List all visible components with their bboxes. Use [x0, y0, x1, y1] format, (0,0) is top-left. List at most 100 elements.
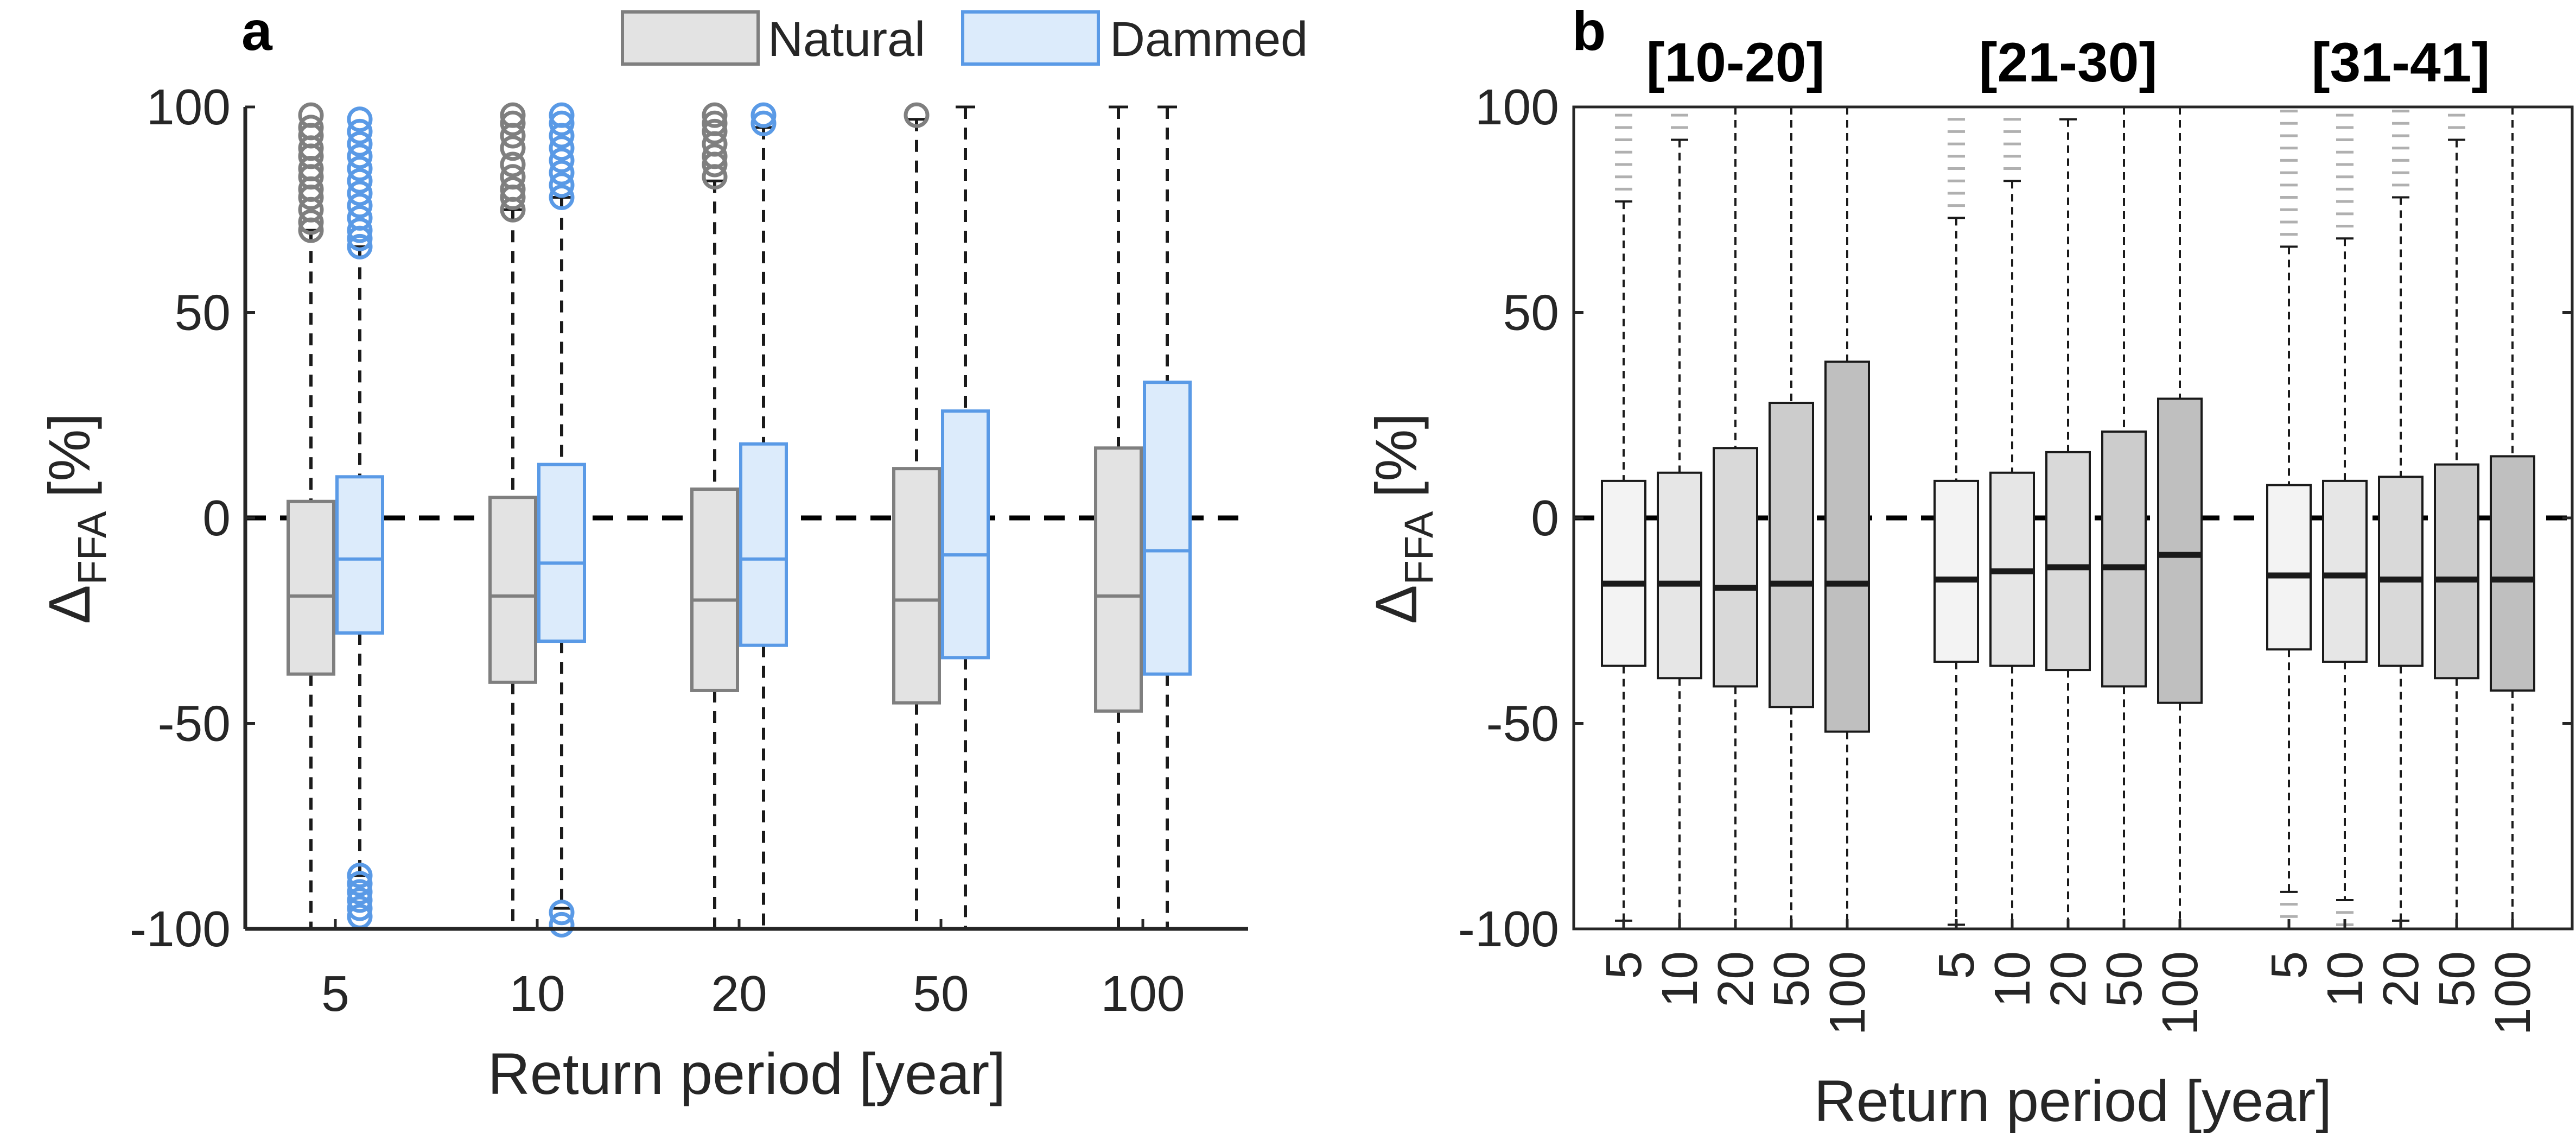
outlier-high-natural-10-3 [500, 164, 526, 190]
box-g2-50 [2434, 463, 2479, 680]
y-tick-label-a--100: -100 [130, 901, 231, 957]
y-tick-label-a-100: 100 [147, 79, 231, 135]
outlier-high-dammed-5-3 [347, 205, 373, 231]
box-g0-10 [1657, 471, 1702, 680]
x-tick-label-a-10: 10 [509, 965, 565, 1022]
outlier-high-natural-10-2 [500, 176, 526, 202]
x-tick-label-a-100: 100 [1101, 965, 1185, 1022]
outlier-high-dammed-10-3 [549, 147, 575, 173]
x-tick-label-b-g0-10: 10 [1651, 951, 1708, 1007]
x-tick-label-b-g1-5: 5 [1928, 951, 1985, 979]
box-g0-50 [1769, 402, 1814, 708]
box-g2-100 [2490, 455, 2535, 692]
x-ticks-b: 5 10 20 50 100 5 10 20 50 100 5 10 20 50 100 [1595, 919, 2541, 1035]
panel-b-letter: b [1572, 0, 1606, 62]
box-natural-100 [1094, 446, 1143, 713]
box-g2-10 [2322, 479, 2368, 663]
outlier-high-dammed-5-4 [347, 193, 373, 219]
y-axis-title-a: ΔFFA [%] [36, 413, 115, 624]
y-ticks-b: 100 50 0 -50 -100 [1458, 79, 2572, 957]
x-ticks-a: 5 10 20 50 100 [321, 919, 1185, 1022]
y-tick-label-a-50: 50 [175, 284, 231, 341]
legend-label-dammed: Dammed [1110, 12, 1308, 67]
outlier-high-natural-5-11 [298, 102, 324, 128]
y-axis-title-unit-b: [%] [1363, 413, 1429, 498]
outlier-high-dammed-10-1 [549, 172, 575, 198]
box-g1-100 [2157, 397, 2203, 704]
y-axis-title-main-b: Δ [1363, 585, 1429, 624]
outlier-high-dammed-10-0 [549, 185, 575, 211]
box-g1-50 [2101, 431, 2147, 688]
box-dammed-100 [1143, 381, 1192, 676]
outlier-low-dammed-10-0 [549, 900, 575, 926]
outlier-high-dammed-10-4 [549, 135, 575, 161]
outlier-high-natural-10-8 [500, 102, 526, 128]
outlier-high-dammed-5-8 [347, 143, 373, 169]
x-tick-label-b-g2-5: 5 [2261, 951, 2317, 979]
box-dammed-5 [335, 475, 384, 635]
panel-a-letter: a [241, 0, 273, 62]
box-g0-20 [1713, 447, 1758, 688]
y-axis-title-sub-b: FFA [1396, 511, 1441, 585]
x-axis-title-b: Return period [year] [1814, 1068, 2332, 1133]
box-dammed-10 [537, 463, 586, 643]
box-natural-10 [488, 496, 537, 684]
box-natural-5 [287, 499, 335, 676]
outlier-low-dammed-5-4 [347, 895, 373, 921]
x-tick-label-b-g0-50: 50 [1763, 951, 1820, 1007]
box-g0-5 [1601, 479, 1646, 667]
outlier-low-dammed-5-2 [347, 879, 373, 905]
x-tick-label-b-g1-20: 20 [2040, 951, 2096, 1007]
outlier-high-natural-10-4 [500, 151, 526, 178]
box-g1-20 [2045, 451, 2091, 672]
y-tick-label-b-100: 100 [1475, 79, 1559, 135]
y-axis-title-unit-a: [%] [36, 413, 102, 498]
y-ticks-a: 100 50 0 -50 -100 [130, 79, 255, 957]
outlier-high-natural-5-10 [298, 115, 324, 141]
box-g1-5 [1933, 479, 1979, 663]
outlier-high-natural-20-5 [702, 110, 728, 136]
x-tick-label-b-g2-50: 50 [2428, 951, 2485, 1007]
outlier-high-dammed-5-0 [347, 233, 373, 259]
box-natural-20 [690, 488, 739, 692]
outlier-high-dammed-10-2 [549, 160, 575, 186]
outlier-high-natural-10-5 [500, 135, 526, 161]
group-labels-b: [10-20] [21-30] [31-41] [1646, 31, 2490, 93]
x-tick-label-b-g0-20: 20 [1707, 951, 1764, 1007]
legend-swatch-dammed [961, 10, 1100, 66]
outlier-high-dammed-5-6 [347, 168, 373, 194]
outlier-high-natural-20-6 [702, 102, 728, 128]
outlier-low-dammed-10-1 [549, 912, 575, 938]
y-tick-label-b--50: -50 [1486, 695, 1559, 752]
outlier-high-natural-50-0 [904, 102, 930, 128]
x-tick-label-b-g2-100: 100 [2484, 951, 2541, 1035]
y-axis-title-b: ΔFFA [%] [1363, 413, 1441, 624]
outlier-high-dammed-10-6 [549, 110, 575, 136]
outlier-high-dammed-10-7 [549, 102, 575, 128]
box-g0-100 [1824, 360, 1870, 733]
y-tick-label-a--50: -50 [158, 695, 231, 752]
legend: Natural Dammed [621, 10, 1308, 67]
x-axis-title-a: Return period [year] [488, 1041, 1006, 1106]
outlier-high-natural-5-1 [298, 209, 324, 235]
x-tick-label-a-5: 5 [321, 965, 349, 1022]
box-g2-5 [2266, 484, 2312, 651]
outlier-high-dammed-20-1 [750, 102, 777, 128]
x-tick-label-b-g2-20: 20 [2373, 951, 2429, 1007]
outlier-high-dammed-20-0 [750, 110, 777, 136]
outlier-high-dammed-5-10 [347, 118, 373, 144]
group-label-1: [21-30] [1979, 31, 2158, 93]
x-tick-label-b-g0-100: 100 [1819, 951, 1875, 1035]
outlier-high-dammed-5-2 [347, 217, 373, 243]
x-tick-label-b-g2-10: 10 [2317, 951, 2373, 1007]
y-tick-label-a-0: 0 [202, 490, 231, 546]
panel-b-marks [1574, 106, 2572, 930]
outlier-low-dammed-5-1 [347, 871, 373, 897]
outlier-high-natural-20-2 [702, 143, 728, 169]
group-label-0: [10-20] [1646, 31, 1825, 93]
box-dammed-50 [941, 409, 990, 660]
outlier-high-natural-20-4 [702, 118, 728, 144]
